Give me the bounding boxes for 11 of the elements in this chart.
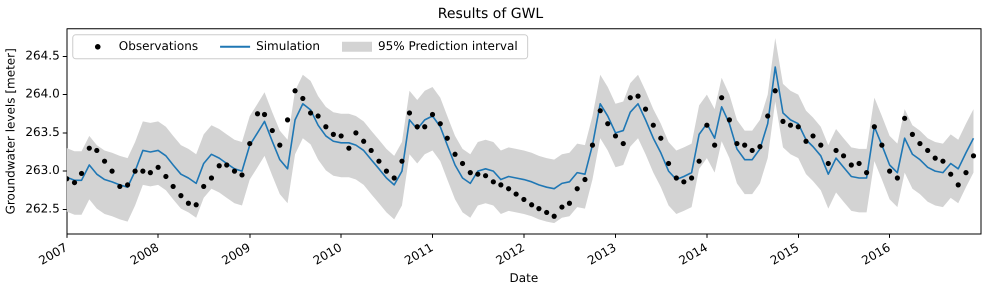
- chart-title: Results of GWL: [438, 6, 544, 22]
- y-tick-label: 264.0: [25, 86, 60, 101]
- y-tick-label: 262.5: [25, 202, 60, 216]
- x-axis-title: Date: [510, 270, 538, 285]
- y-axis-title: Groundwater levels [meter]: [3, 48, 18, 214]
- y-tick-label: 264.5: [25, 48, 60, 62]
- legend-label: Observations: [118, 38, 198, 53]
- y-tick-label: 263.5: [25, 124, 60, 139]
- legend-label: Simulation: [256, 38, 320, 53]
- y-tick-label: 263.0: [25, 163, 60, 178]
- legend-label: 95% Prediction interval: [378, 38, 518, 53]
